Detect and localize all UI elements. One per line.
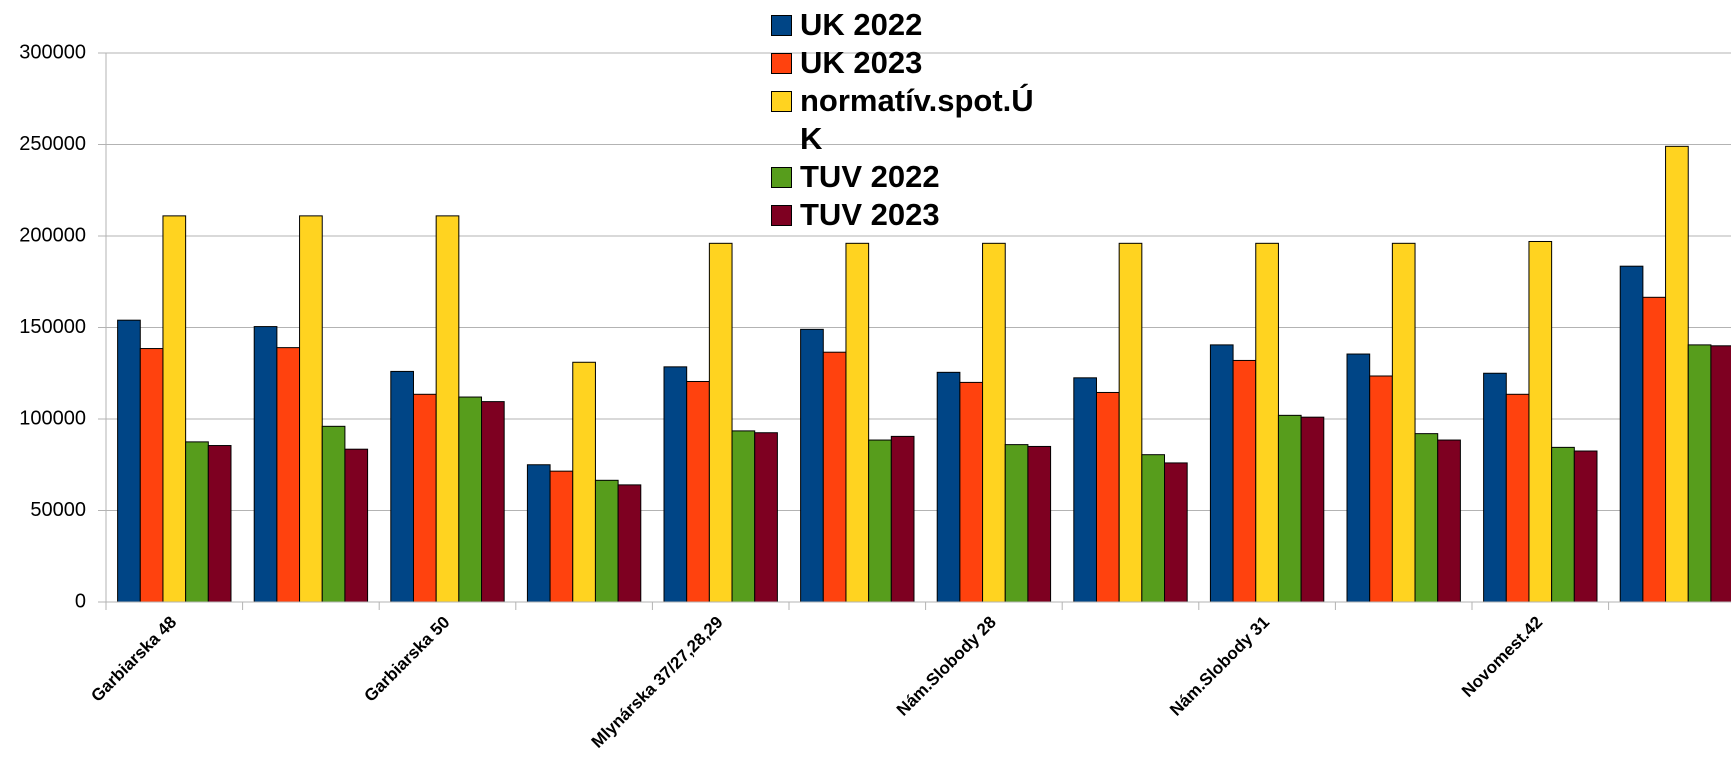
legend-label: TUV 2023	[800, 197, 940, 232]
bar	[845, 242, 870, 603]
bar	[890, 435, 915, 603]
legend-item: UK 2023	[771, 44, 1041, 82]
legend-item: TUV 2023	[771, 196, 1041, 234]
bar	[526, 464, 551, 603]
bar	[1164, 462, 1188, 603]
bar	[549, 470, 574, 603]
legend-label: UK 2022	[800, 7, 923, 42]
bar	[1414, 433, 1439, 603]
bar	[253, 326, 278, 603]
bar	[139, 348, 164, 603]
bar	[663, 366, 688, 603]
x-tick-label: Nám.Slobody 28	[893, 613, 1000, 720]
bar	[754, 432, 778, 603]
x-tick-label: Garbiarska 48	[87, 613, 180, 706]
bar	[276, 347, 301, 603]
bar	[731, 430, 756, 603]
y-tick-label: 200000	[19, 224, 86, 246]
x-tick-label: Nám.Slobody 31	[1166, 613, 1273, 720]
bar	[299, 215, 323, 603]
bar	[1665, 145, 1689, 603]
bar	[1300, 416, 1325, 603]
bar	[572, 361, 596, 603]
bar	[1437, 439, 1461, 603]
legend-swatch	[771, 205, 792, 226]
bar	[594, 479, 619, 603]
bar	[1118, 242, 1143, 603]
bar	[458, 396, 483, 603]
legend-item: TUV 2022	[771, 158, 1041, 196]
bar	[1255, 242, 1279, 603]
bar	[959, 381, 984, 603]
bar	[617, 484, 642, 603]
bar	[390, 370, 414, 603]
bar	[162, 215, 187, 603]
y-tick-label: 100000	[19, 407, 86, 429]
bar	[936, 371, 961, 603]
bar	[686, 380, 710, 603]
bar	[344, 448, 369, 603]
bar	[185, 441, 209, 603]
bar	[1004, 444, 1029, 603]
bar	[1095, 391, 1120, 603]
bar	[117, 319, 141, 603]
x-tick-label: Mlynárska 37/27,28,29	[588, 613, 727, 752]
bar	[1346, 353, 1371, 603]
bar	[982, 242, 1006, 603]
y-tick-label: 250000	[19, 133, 86, 155]
bar	[321, 425, 346, 603]
bar	[1209, 344, 1234, 603]
legend-item: normatív.spot.ÚK	[771, 82, 1041, 158]
bar	[1483, 372, 1507, 603]
y-tick-label: 50000	[30, 499, 86, 521]
bar	[1710, 345, 1731, 603]
bar	[708, 242, 733, 603]
bar	[412, 393, 437, 603]
bar	[1528, 240, 1553, 603]
bar	[1551, 446, 1575, 603]
bar	[1277, 414, 1302, 603]
legend-label: TUV 2022	[800, 159, 940, 194]
legend-swatch	[771, 15, 792, 36]
bar	[868, 439, 892, 603]
legend-swatch	[771, 167, 792, 188]
bar	[1369, 375, 1393, 603]
bar	[822, 351, 847, 603]
bar	[1141, 454, 1166, 603]
x-tick-label: Garbiarska 50	[361, 613, 454, 706]
bar	[1619, 265, 1644, 603]
x-tick-label: Novomest.42	[1458, 613, 1546, 701]
legend-label: normatív.spot.ÚK	[800, 83, 1034, 156]
bar	[481, 401, 505, 603]
y-tick-label: 300000	[19, 41, 86, 63]
bar	[800, 328, 824, 603]
legend-swatch	[771, 53, 792, 74]
y-tick-label: 0	[75, 590, 86, 612]
y-tick-label: 150000	[19, 316, 86, 338]
bar	[207, 445, 232, 603]
bar	[1505, 393, 1530, 603]
legend: UK 2022 UK 2023 normatív.spot.ÚK TUV 2022 TU…	[771, 6, 1041, 234]
bar	[1232, 359, 1257, 603]
bar	[1642, 296, 1667, 603]
bar	[1027, 445, 1052, 603]
legend-label: UK 2023	[800, 45, 923, 80]
legend-item: UK 2022	[771, 6, 1041, 44]
bar	[1073, 377, 1097, 603]
bar	[435, 215, 460, 603]
bar	[1391, 242, 1416, 603]
bar	[1573, 450, 1598, 603]
legend-swatch	[771, 91, 792, 112]
bar	[1687, 344, 1712, 603]
